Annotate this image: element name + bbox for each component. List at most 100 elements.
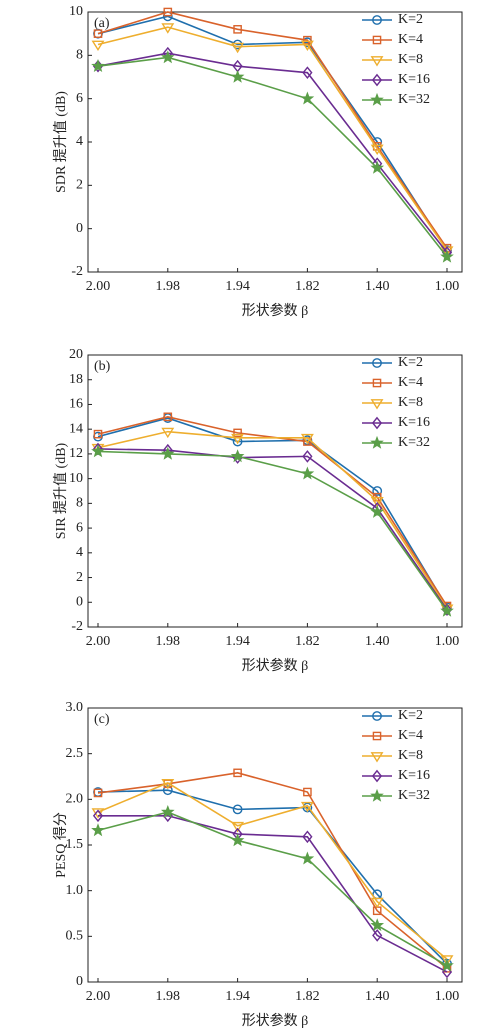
marker <box>231 42 245 54</box>
x-axis-label: 形状参数 β <box>242 1012 309 1029</box>
legend-marker <box>371 416 383 430</box>
x-tick-label: 1.98 <box>156 989 181 1004</box>
x-tick-label: 1.82 <box>295 634 320 649</box>
legend-label: K=4 <box>398 32 423 47</box>
marker <box>370 160 385 174</box>
marker <box>440 958 454 972</box>
y-tick-label: 4 <box>76 545 83 560</box>
x-tick-label: 1.94 <box>225 279 250 294</box>
marker <box>372 486 383 496</box>
y-axis-label: SIR 提升值 (dB) <box>53 442 69 539</box>
legend-marker <box>370 788 384 802</box>
x-tick-label: 1.82 <box>295 279 320 294</box>
x-tick-label: 1.82 <box>295 989 320 1004</box>
legend-label: K=2 <box>398 12 423 27</box>
marker <box>372 142 382 151</box>
marker <box>300 801 314 813</box>
y-tick-label: 8 <box>76 48 83 63</box>
x-tick-label: 1.98 <box>156 279 181 294</box>
x-tick-label: 1.40 <box>365 989 390 1004</box>
legend-marker <box>372 731 382 741</box>
marker <box>233 428 242 438</box>
legend-marker <box>370 435 384 449</box>
x-tick-label: 2.00 <box>86 634 111 649</box>
marker <box>370 496 384 508</box>
y-axis-label: SDR 提升值 (dB) <box>53 91 69 193</box>
series-line <box>97 417 448 608</box>
marker <box>302 830 313 844</box>
marker <box>440 603 454 617</box>
marker <box>370 504 385 518</box>
y-tick-label: 6 <box>76 520 83 535</box>
marker <box>230 449 245 463</box>
marker <box>93 788 103 798</box>
legend-marker <box>370 56 384 67</box>
x-axis-label: 形状参数 β <box>242 302 309 319</box>
marker <box>161 778 175 790</box>
y-tick-label: 1.0 <box>66 883 84 898</box>
marker <box>440 955 454 966</box>
legend-label: K=4 <box>398 375 423 390</box>
x-tick-label: 1.98 <box>156 634 181 649</box>
series-line <box>97 772 448 969</box>
legend-marker <box>372 358 382 368</box>
marker <box>231 433 245 445</box>
y-tick-label: 14 <box>69 421 83 436</box>
y-tick-label: 0 <box>76 221 83 236</box>
legend-marker <box>372 378 382 388</box>
legend-label: K=16 <box>398 415 430 430</box>
legend-label: K=4 <box>398 728 423 743</box>
marker <box>163 412 173 422</box>
legend-label: K=8 <box>398 52 423 67</box>
legend-marker <box>370 92 384 106</box>
marker <box>300 91 315 105</box>
marker <box>370 144 384 156</box>
plot-frame <box>87 354 463 628</box>
y-tick-label: 0 <box>76 974 83 989</box>
marker <box>300 466 315 480</box>
y-tick-label: -2 <box>71 619 83 634</box>
y-tick-label: 2.5 <box>66 746 84 761</box>
marker <box>160 804 175 818</box>
panel-label: (b) <box>94 359 111 374</box>
legend-marker <box>371 769 383 783</box>
x-tick-label: 1.40 <box>365 634 390 649</box>
marker <box>300 40 314 52</box>
series-line <box>97 789 448 965</box>
y-tick-label: 8 <box>76 496 83 511</box>
x-tick-label: 1.94 <box>225 634 250 649</box>
legend-label: K=8 <box>398 395 423 410</box>
y-tick-label: 10 <box>69 4 83 19</box>
panel-label: (c) <box>94 712 110 727</box>
series-line <box>98 814 448 973</box>
y-tick-label: 0 <box>76 594 83 609</box>
y-tick-label: 0.5 <box>66 929 84 944</box>
marker <box>161 23 175 34</box>
panel-label: (a) <box>94 16 110 31</box>
marker <box>160 50 175 64</box>
legend-label: K=16 <box>398 768 430 783</box>
y-tick-label: 4 <box>76 134 83 149</box>
marker <box>91 444 105 458</box>
marker <box>372 929 383 942</box>
x-tick-label: 1.94 <box>225 989 250 1004</box>
y-tick-label: 20 <box>69 347 83 362</box>
marker <box>92 809 104 823</box>
marker <box>91 58 105 72</box>
y-axis-label: PESQ 得分 <box>52 812 69 878</box>
legend-marker <box>372 35 382 45</box>
legend-label: K=32 <box>398 92 430 107</box>
marker <box>233 768 242 778</box>
series-line <box>97 11 448 249</box>
legend-label: K=2 <box>398 708 423 723</box>
series-line <box>97 52 448 253</box>
series-line <box>97 450 448 612</box>
series-line <box>97 781 448 960</box>
series-line <box>97 415 448 607</box>
y-tick-label: 2 <box>76 570 83 585</box>
marker <box>232 804 243 815</box>
legend-marker <box>370 399 384 410</box>
legend-marker <box>372 15 382 25</box>
